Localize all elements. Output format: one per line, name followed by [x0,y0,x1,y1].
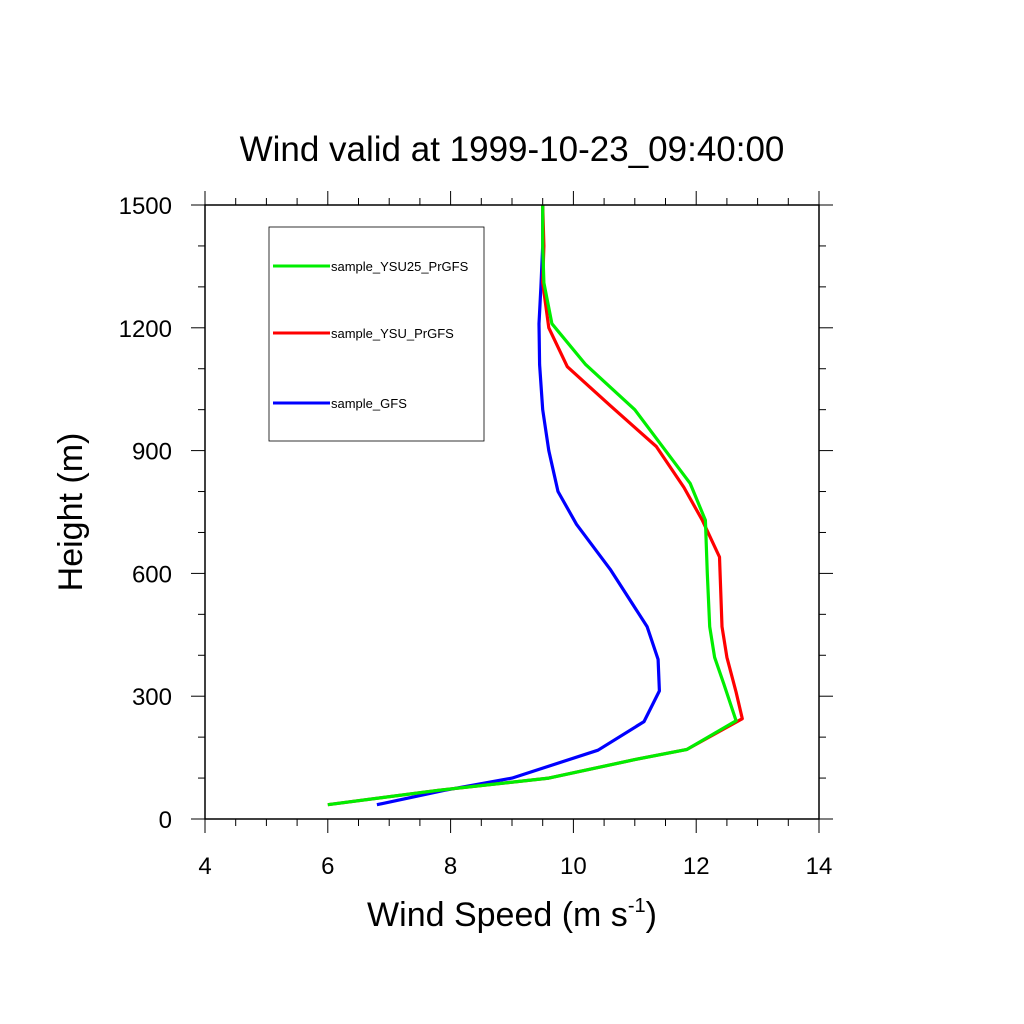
chart-title: Wind valid at 1999-10-23_09:40:00 [240,130,785,169]
y-tick-label: 300 [132,684,172,711]
y-tick-label: 1500 [119,193,172,220]
legend-label: sample_YSU25_PrGFS [331,259,469,274]
x-tick-label: 6 [321,853,334,880]
series-line-sample_YSU25_PrGFS [327,205,738,807]
x-tick-labels: 4 6 8 10 12 14 [198,853,832,880]
legend-label: sample_GFS [331,396,407,411]
y-tick-labels: 0 300 600 900 1200 1500 [119,193,172,834]
x-tick-label: 10 [560,853,587,880]
y-tick-label: 600 [132,561,172,588]
y-tick-label: 1200 [119,316,172,343]
legend-label: sample_YSU_PrGFS [331,326,454,341]
legend: sample_YSU25_PrGFS sample_YSU_PrGFSsample… [268,226,485,442]
x-axis-label: Wind Speed (m s-1) [367,895,657,934]
plot-frame [204,204,820,820]
y-tick-label: 0 [159,807,172,834]
axis-ticks [191,191,833,833]
x-tick-label: 12 [683,853,710,880]
series-lines [327,204,744,807]
y-axis-label: Height (m) [52,433,90,592]
y-tick-label: 900 [132,439,172,466]
x-tick-label: 14 [806,853,833,880]
x-tick-label: 4 [198,853,211,880]
series-line-sample_GFS [376,205,662,807]
x-tick-label: 8 [444,853,457,880]
